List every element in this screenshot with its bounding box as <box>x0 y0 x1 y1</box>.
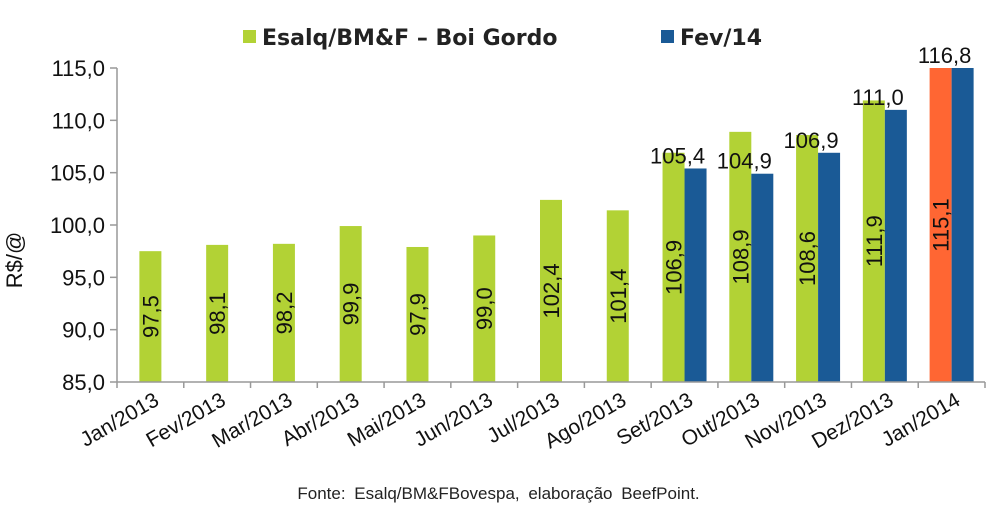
data-label-series-0: 101,4 <box>606 269 631 324</box>
bar-10-series-0 <box>796 134 819 382</box>
y-tick-label: 110,0 <box>52 108 105 133</box>
bar-11-series-1 <box>884 109 907 382</box>
legend-label-1: Fev/14 <box>680 26 762 51</box>
data-label-series-0: 102,4 <box>539 263 564 318</box>
bar-7-series-0 <box>606 210 629 382</box>
y-tick-label: 90,0 <box>62 318 105 343</box>
bar-6-series-0 <box>540 199 562 382</box>
bars: 97,5 98,1 98,2 99,9 97,9 99,0 102,4 101,4 106,9 1… <box>138 43 974 383</box>
y-axis-label: R$/@ <box>2 232 27 289</box>
legend-swatch-1 <box>661 30 674 43</box>
data-label-series-0: 98,2 <box>272 292 297 335</box>
data-label-series-1: 116,8 <box>918 43 971 68</box>
bar-chart: Esalq/BM&F – Boi Gordo Fev/14 85,0 90,0 95,… <box>2 26 986 453</box>
bar-9-series-0 <box>729 131 752 382</box>
x-axis: Jan/2013Fev/2013Mar/2013Abr/2013Mai/2013… <box>77 381 986 453</box>
bar-3-series-0 <box>339 226 362 382</box>
data-label-series-0: 106,9 <box>662 240 687 295</box>
data-label-series-0: 97,9 <box>405 293 430 336</box>
y-tick-label: 115,0 <box>52 56 105 81</box>
legend-label-0: Esalq/BM&F – Boi Gordo <box>262 26 557 51</box>
legend: Esalq/BM&F – Boi Gordo Fev/14 <box>243 26 762 51</box>
bar-8-series-0 <box>662 152 685 382</box>
bar-5-series-0 <box>473 235 496 382</box>
bar-2-series-0 <box>272 243 295 382</box>
bar-10-series-1 <box>818 152 841 382</box>
data-label-series-1: 104,9 <box>717 149 772 174</box>
data-label-series-0: 99,0 <box>472 287 497 330</box>
legend-swatch-0 <box>243 30 256 43</box>
source-note: Fonte: Esalq/BM&FBovespa, elaboração Bee… <box>297 484 700 503</box>
bar-11-series-0 <box>862 100 885 383</box>
data-label-series-0: 108,6 <box>795 231 820 286</box>
bar-1-series-0 <box>206 244 229 382</box>
bar-9-series-1 <box>751 173 774 382</box>
y-tick-label: 95,0 <box>62 265 105 290</box>
data-label-series-0: 98,1 <box>205 292 230 335</box>
bar-0-series-0 <box>139 251 162 382</box>
data-label-series-0: 108,9 <box>728 229 753 284</box>
y-tick-label: 105,0 <box>50 161 105 186</box>
data-label-series-0: 99,9 <box>339 283 364 326</box>
data-label-series-0: 115,1 <box>929 198 954 251</box>
data-label-series-0: 97,5 <box>138 295 163 338</box>
bar-12-series-1 <box>951 68 974 382</box>
data-label-series-1: 106,9 <box>784 128 839 153</box>
y-tick-label: 100,0 <box>50 213 105 238</box>
data-label-series-0: 111,9 <box>862 215 887 267</box>
y-tick-label: 85,0 <box>62 370 105 395</box>
data-label-series-1: 105,4 <box>650 143 705 168</box>
y-axis: 85,0 90,0 95,0 100,0 105,0 110,0 115,0 R$/@ <box>2 56 118 395</box>
data-label-series-1: 111,0 <box>852 85 904 110</box>
bar-12-series-0 <box>929 68 952 382</box>
bar-8-series-1 <box>684 168 707 382</box>
bar-4-series-0 <box>406 246 429 382</box>
